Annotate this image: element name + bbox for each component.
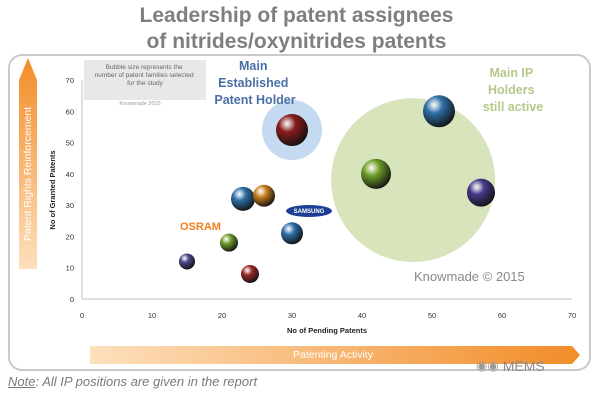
- bubble-note: Bubble size represents the number of pat…: [95, 64, 196, 87]
- bubble-note-source: Knowmade 2015: [119, 101, 160, 107]
- x-tick-label: 70: [568, 311, 576, 320]
- y-axis-arrow: [19, 58, 37, 269]
- x-tick-label: 20: [218, 311, 226, 320]
- active-label: Main IP Holders still active: [483, 66, 543, 114]
- y-axis-title: No of Granted Patents: [48, 150, 57, 229]
- wechat-icon: ◉◉: [476, 358, 499, 373]
- x-tick-label: 0: [80, 311, 84, 320]
- bubble: [231, 186, 255, 211]
- bubble: [179, 253, 195, 270]
- x-tick-label: 60: [498, 311, 506, 320]
- bubble: [281, 222, 303, 245]
- y-tick-label: 60: [66, 107, 74, 116]
- samsung-logo: SAMSUNG: [286, 205, 332, 217]
- bubble: [241, 264, 259, 283]
- x-axis-arrow-label: Patenting Activity: [293, 349, 374, 361]
- bubble-note-box: [84, 60, 206, 100]
- x-axis-arrow: [90, 346, 580, 364]
- chart-title-line-2: of nitrides/oxynitrides patents: [146, 30, 447, 53]
- watermark: ◉◉ MEMS: [476, 358, 545, 374]
- y-tick-label: 10: [66, 264, 74, 273]
- y-axis-arrow-label: Patent Rights Reinforcement: [22, 107, 34, 241]
- y-tick-label: 20: [66, 232, 74, 241]
- y-tick-label: 30: [66, 201, 74, 210]
- bubble: [467, 178, 495, 207]
- y-tick-label: 40: [66, 170, 74, 179]
- bubble: [276, 114, 308, 147]
- y-tick-label: 0: [70, 295, 74, 304]
- x-tick-label: 30: [288, 311, 296, 320]
- x-tick-label: 50: [428, 311, 436, 320]
- active-holders-zone: [331, 98, 496, 263]
- footnote-text: : All IP positions are given in the repo…: [35, 374, 258, 389]
- y-tick-label: 50: [66, 139, 74, 148]
- bubble: [423, 95, 455, 128]
- bubble: [361, 158, 391, 189]
- copyright: Knowmade © 2015: [414, 269, 525, 284]
- footnote: Note: All IP positions are given in the …: [8, 374, 257, 389]
- x-tick-label: 40: [358, 311, 366, 320]
- footnote-label: Note: [8, 374, 36, 389]
- osram-label: OSRAM: [180, 221, 221, 233]
- x-axis-title: No of Pending Patents: [287, 326, 367, 335]
- watermark-text: MEMS: [502, 358, 545, 374]
- bubble: [253, 184, 275, 207]
- chart-title-line-1: Leadership of patent assignees: [139, 4, 454, 27]
- samsung-label: SAMSUNG: [294, 209, 325, 215]
- y-tick-label: 70: [66, 76, 74, 85]
- established-label: Main Established Patent Holder: [214, 59, 295, 107]
- bubble: [220, 233, 238, 252]
- x-tick-label: 10: [148, 311, 156, 320]
